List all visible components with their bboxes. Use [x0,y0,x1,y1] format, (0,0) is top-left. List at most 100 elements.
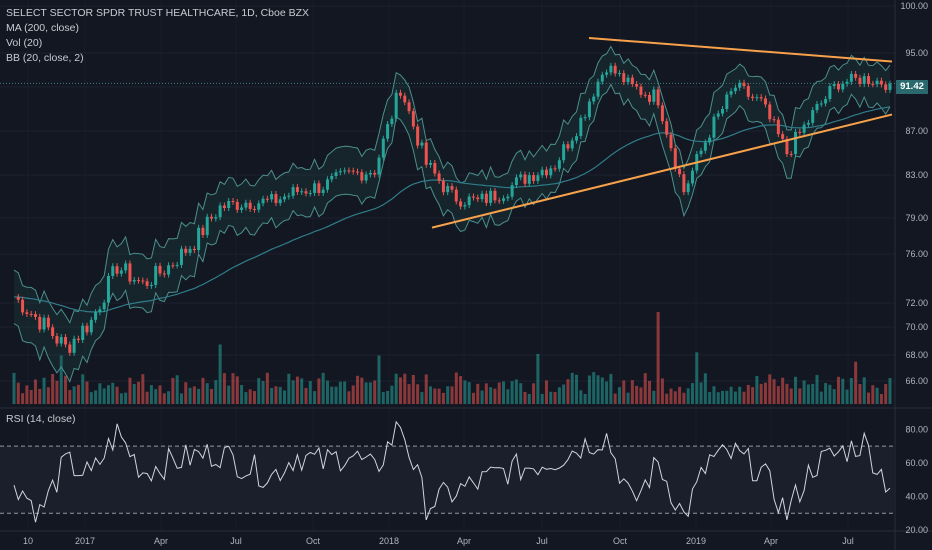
candle-body [132,280,136,282]
volume-bar [179,393,183,404]
volume-bar [690,383,694,404]
volume-bar [145,391,149,404]
candle-body [811,110,815,123]
volume-bar [205,383,209,404]
volume-bar [76,384,80,404]
candle-body [407,102,411,112]
price-tick-label: 100.00 [900,1,928,11]
candle-body [703,142,707,151]
volume-bar [59,355,63,404]
candle-body [240,207,244,210]
volume-bar [197,388,201,404]
axes: 100.0095.0091.0087.0083.0079.0076.0072.0… [23,1,928,546]
candle-body [25,312,29,314]
candle-body [738,82,742,88]
volume-bar [721,390,725,404]
candle-body [184,248,188,253]
candle-body [583,117,587,119]
candle-body [33,314,37,317]
volume-bar [377,355,381,404]
time-tick-label: Apr [154,536,168,546]
candle-body [252,208,256,210]
volume-bar [643,373,647,404]
candle-body [682,174,686,193]
candle-body [566,144,570,149]
volume-bar [364,382,368,404]
volume-bar [776,386,780,404]
volume-bar [81,374,85,404]
volume-bar [626,392,630,404]
volume-bar [879,393,883,404]
volume-bar [317,378,321,404]
volume-bar [819,391,823,404]
candle-body [102,302,106,310]
candle-body [398,92,402,96]
volume-bar [742,391,746,404]
candle-body [802,124,806,133]
candle-body [557,160,561,169]
candle-body [283,196,287,200]
volume-bar [716,392,720,404]
volume-bar [94,390,98,404]
volume-bar [665,393,669,404]
candle-body [231,201,235,203]
candle-body [592,96,596,102]
candle-body [884,84,888,90]
candle-body [106,276,110,303]
volume-bar [583,393,587,404]
candle-body [390,118,394,125]
candle-body [72,338,76,353]
candle-body [433,162,437,174]
volume-bar [802,380,806,404]
bollinger-upper [13,45,891,324]
upper-trendline [588,36,893,63]
candle-body [201,227,205,236]
time-tick-label: Jul [536,536,548,546]
volume-bar [888,378,892,404]
volume-bar [137,381,141,404]
volume-bar [257,378,261,404]
volume-bar [214,380,218,404]
candle-body [553,168,557,170]
volume-bar [89,392,93,404]
volume-bar [639,387,643,404]
candle-body [394,92,398,119]
candle-body [832,83,836,87]
volume-bar [334,386,338,404]
candle-body [59,337,63,344]
candle-body [274,194,278,204]
volume-bar [188,387,192,404]
volume-bar [304,387,308,404]
volume-bar [433,388,437,404]
volume-bar [381,392,385,404]
candle-body [609,65,613,73]
volume-bar [274,386,278,404]
candle-body [76,338,80,340]
candle-body [188,248,192,253]
volume-bar [566,379,570,404]
candle-body [519,174,523,178]
candle-body [162,273,166,275]
candle-body [871,83,875,85]
volume-bar [630,380,634,404]
rsi-tick-label: 60.00 [905,458,928,468]
candle-body [210,216,214,219]
candle-body [763,98,767,105]
volume-bar [480,390,484,404]
volume-bar [712,386,716,404]
candle-body [179,248,183,265]
candle-body [244,202,248,208]
candle-body [42,317,46,330]
volume-bar [227,385,231,404]
candle-body [785,138,789,155]
price-tick-label: 70.00 [905,322,928,332]
volume-bar [815,374,819,404]
candle-body [214,217,218,219]
volume-bar [459,376,463,404]
volume-bar [192,386,196,404]
candle-body [600,74,604,82]
candle-body [128,263,132,282]
candle-body [819,103,823,105]
volume-bar [832,389,836,404]
